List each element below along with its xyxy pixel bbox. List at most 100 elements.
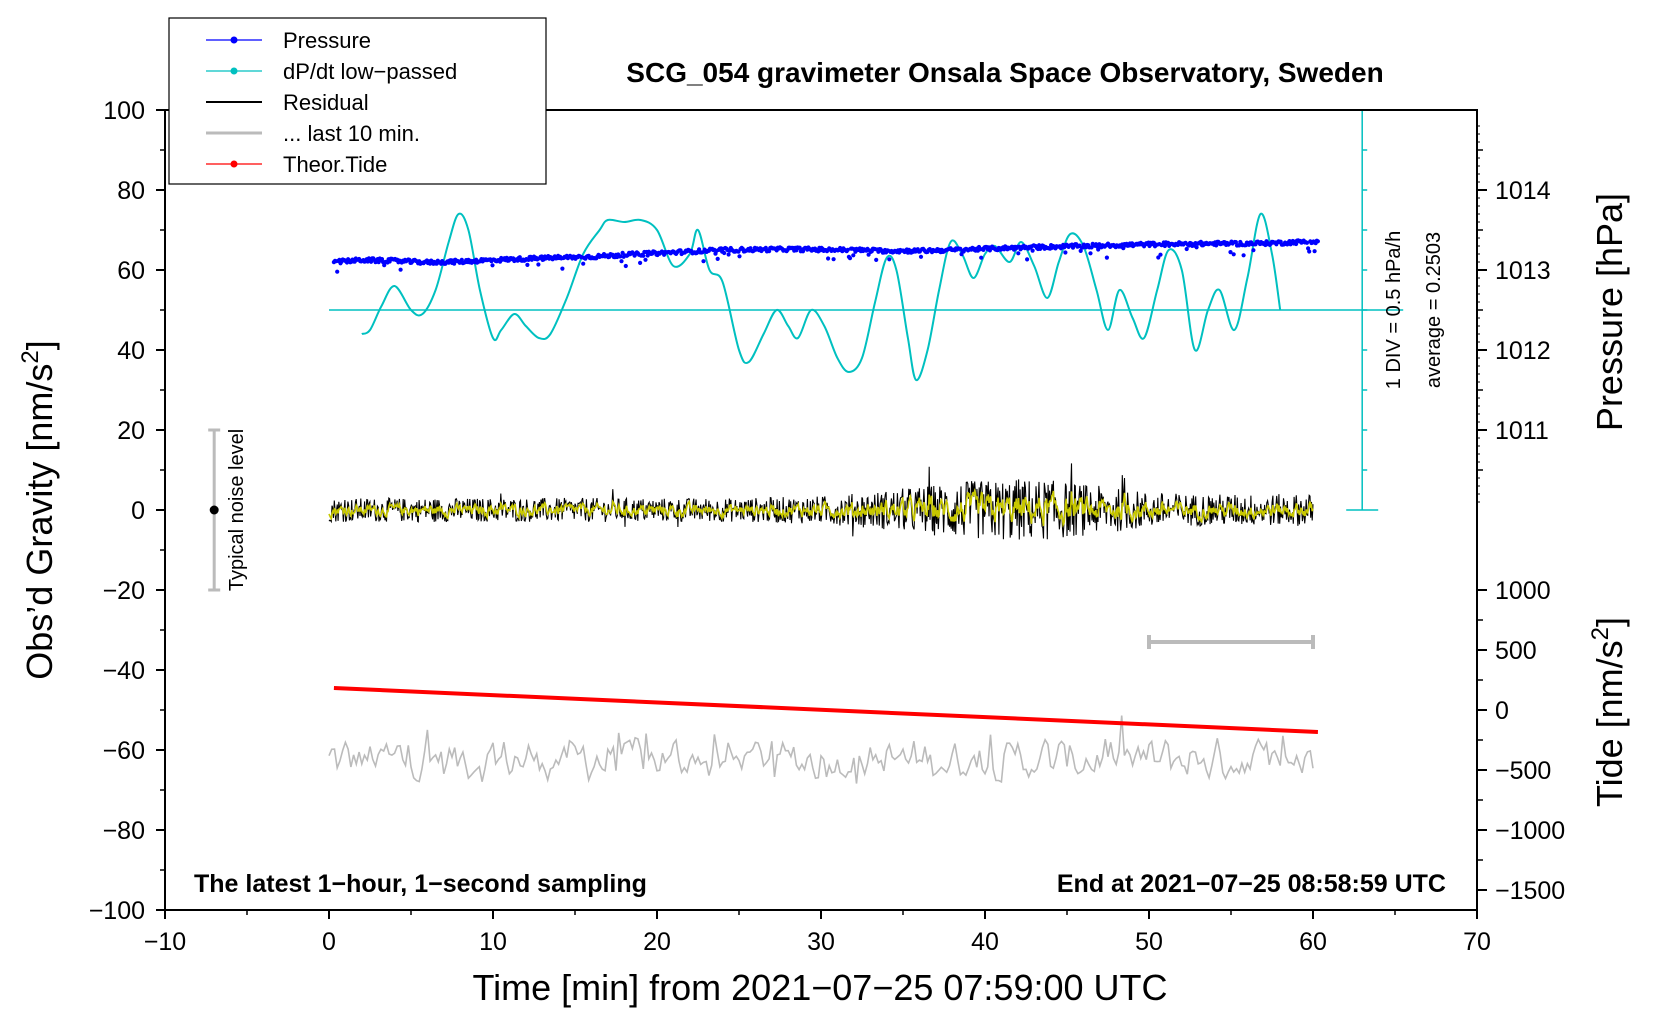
pressure-point [1307, 249, 1312, 254]
residual-series-line [328, 463, 1314, 540]
pressure-tick-label: 1013 [1495, 257, 1551, 285]
pressure-point [1063, 250, 1068, 255]
pressure-point [1251, 248, 1256, 253]
y-axis-title-left-sup: 2 [17, 350, 44, 363]
tide-tick-label: 0 [1495, 697, 1509, 725]
x-tick-label: 20 [643, 928, 671, 956]
pressure-point [1198, 239, 1203, 244]
pressure-point [643, 257, 648, 262]
tide-tick-label: −1500 [1495, 877, 1565, 905]
chart-title: SCG_054 gravimeter Onsala Space Observat… [626, 57, 1383, 88]
pressure-point [1078, 248, 1083, 253]
pressure-point [845, 247, 850, 252]
tide-tick-label: 500 [1495, 637, 1537, 665]
pressure-point [1233, 240, 1238, 245]
pressure-series [331, 238, 1320, 274]
pressure-point [767, 249, 772, 254]
pressure-point [847, 256, 853, 261]
x-tick-label: 40 [971, 928, 999, 956]
legend-label: Pressure [283, 28, 371, 53]
pressure-point [851, 253, 856, 258]
legend-marker [230, 67, 238, 75]
y-tick-label: −40 [103, 657, 145, 685]
pressure-point [726, 252, 731, 257]
x-tick-label: 30 [807, 928, 835, 956]
pressure-point [382, 263, 387, 268]
pressure-tick-label: 1012 [1495, 337, 1551, 365]
pressure-point [536, 262, 541, 267]
pressure-point [874, 257, 879, 262]
y-tick-label: −80 [103, 817, 145, 845]
pressure-point [1104, 255, 1109, 260]
pressure-point [1315, 239, 1320, 244]
pressure-point [831, 257, 836, 262]
x-axis-title: Time [min] from 2021−07−25 07:59:00 UTC [472, 967, 1167, 1008]
series-layer [328, 109, 1404, 784]
pressure-point [623, 263, 628, 269]
y-axis-title-left: Obs’d Gravity [nm/s2] [17, 340, 60, 679]
pressure-point [369, 259, 374, 264]
y-tick-label: −60 [103, 737, 145, 765]
x-tick-label: −10 [144, 928, 186, 956]
tide-tick-label: 1000 [1495, 577, 1551, 605]
x-tick-label: 60 [1299, 928, 1327, 956]
pressure-point [722, 250, 727, 256]
pressure-point [1194, 245, 1199, 250]
pressure-point [1158, 252, 1163, 257]
pressure-point [1312, 249, 1317, 254]
tide-tick-label: −500 [1495, 757, 1551, 785]
y-tick-label: 20 [117, 417, 145, 445]
legend-marker [230, 160, 238, 168]
pressure-scale-div-label: 1 DIV = 0.5 hPa/h [1383, 231, 1405, 389]
tide-tick-label: −1000 [1495, 817, 1565, 845]
tide-series-line [333, 686, 1319, 734]
x-tick-label: 50 [1135, 928, 1163, 956]
pressure-point [560, 266, 565, 271]
pressure-point [979, 255, 984, 260]
pressure-point [638, 260, 643, 265]
pressure-point [1294, 241, 1299, 247]
y-axis-title-left-main: Obs’d Gravity [nm/s [19, 364, 60, 680]
legend-label: Residual [283, 90, 369, 115]
y-axis-title-left-end: ] [19, 340, 60, 350]
pressure-point [1241, 253, 1246, 258]
y-axis-title-tide-main: Tide [nm/s [1589, 640, 1630, 807]
y-tick-label: 100 [103, 97, 145, 125]
pressure-point [525, 262, 530, 267]
pressure-point [1228, 250, 1233, 255]
annotation-bottom-left: The latest 1−hour, 1−second sampling [194, 870, 647, 898]
pressure-point [1088, 251, 1093, 256]
pressure-point [715, 256, 720, 261]
noise-level-label: Typical noise level [226, 429, 248, 591]
pressure-point [887, 257, 892, 262]
pressure-point [618, 254, 623, 259]
pressure-point [737, 254, 742, 259]
y-tick-label: −20 [103, 577, 145, 605]
pressure-point [1184, 246, 1189, 252]
legend-label: ... last 10 min. [283, 121, 420, 146]
y-tick-label: 80 [117, 177, 145, 205]
legend-marker [230, 36, 238, 44]
y-axis-title-tide-end: ] [1589, 617, 1630, 627]
overlay-layer [208, 428, 1315, 649]
axes-layer: −10 0 10 20 30 40 50 60 70−100−80−60−40−20020406… [89, 97, 1566, 956]
x-tick-label: 0 [322, 928, 336, 956]
pressure-point [1016, 251, 1021, 256]
pressure-point [826, 256, 831, 261]
annotation-bottom-right: End at 2021−07−25 08:58:59 UTC [1057, 870, 1446, 898]
pressure-tick-label: 1011 [1495, 417, 1549, 445]
pressure-point [1231, 252, 1236, 257]
pressure-point [1304, 240, 1310, 245]
pressure-point [581, 261, 586, 266]
pressure-point [490, 263, 495, 268]
dpdt-series-line [361, 212, 1282, 382]
pressure-point [459, 257, 464, 262]
pressure-point [1214, 243, 1219, 248]
y-axis-title-tide: Tide [nm/s2] [1587, 617, 1630, 807]
residual-lowpass-series-line [328, 488, 1314, 528]
y-tick-label: 0 [131, 497, 145, 525]
x-tick-label: 10 [479, 928, 507, 956]
pressure-point [517, 255, 522, 260]
pressure-point [1030, 248, 1035, 253]
